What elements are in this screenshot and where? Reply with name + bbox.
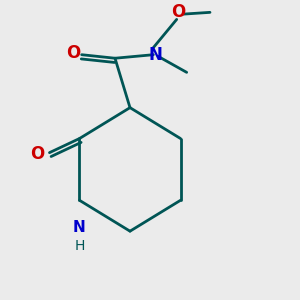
Text: O: O bbox=[30, 146, 44, 164]
Text: H: H bbox=[74, 239, 85, 253]
Text: O: O bbox=[66, 44, 80, 62]
Text: N: N bbox=[148, 46, 162, 64]
Text: N: N bbox=[73, 220, 86, 235]
Text: O: O bbox=[171, 3, 185, 21]
